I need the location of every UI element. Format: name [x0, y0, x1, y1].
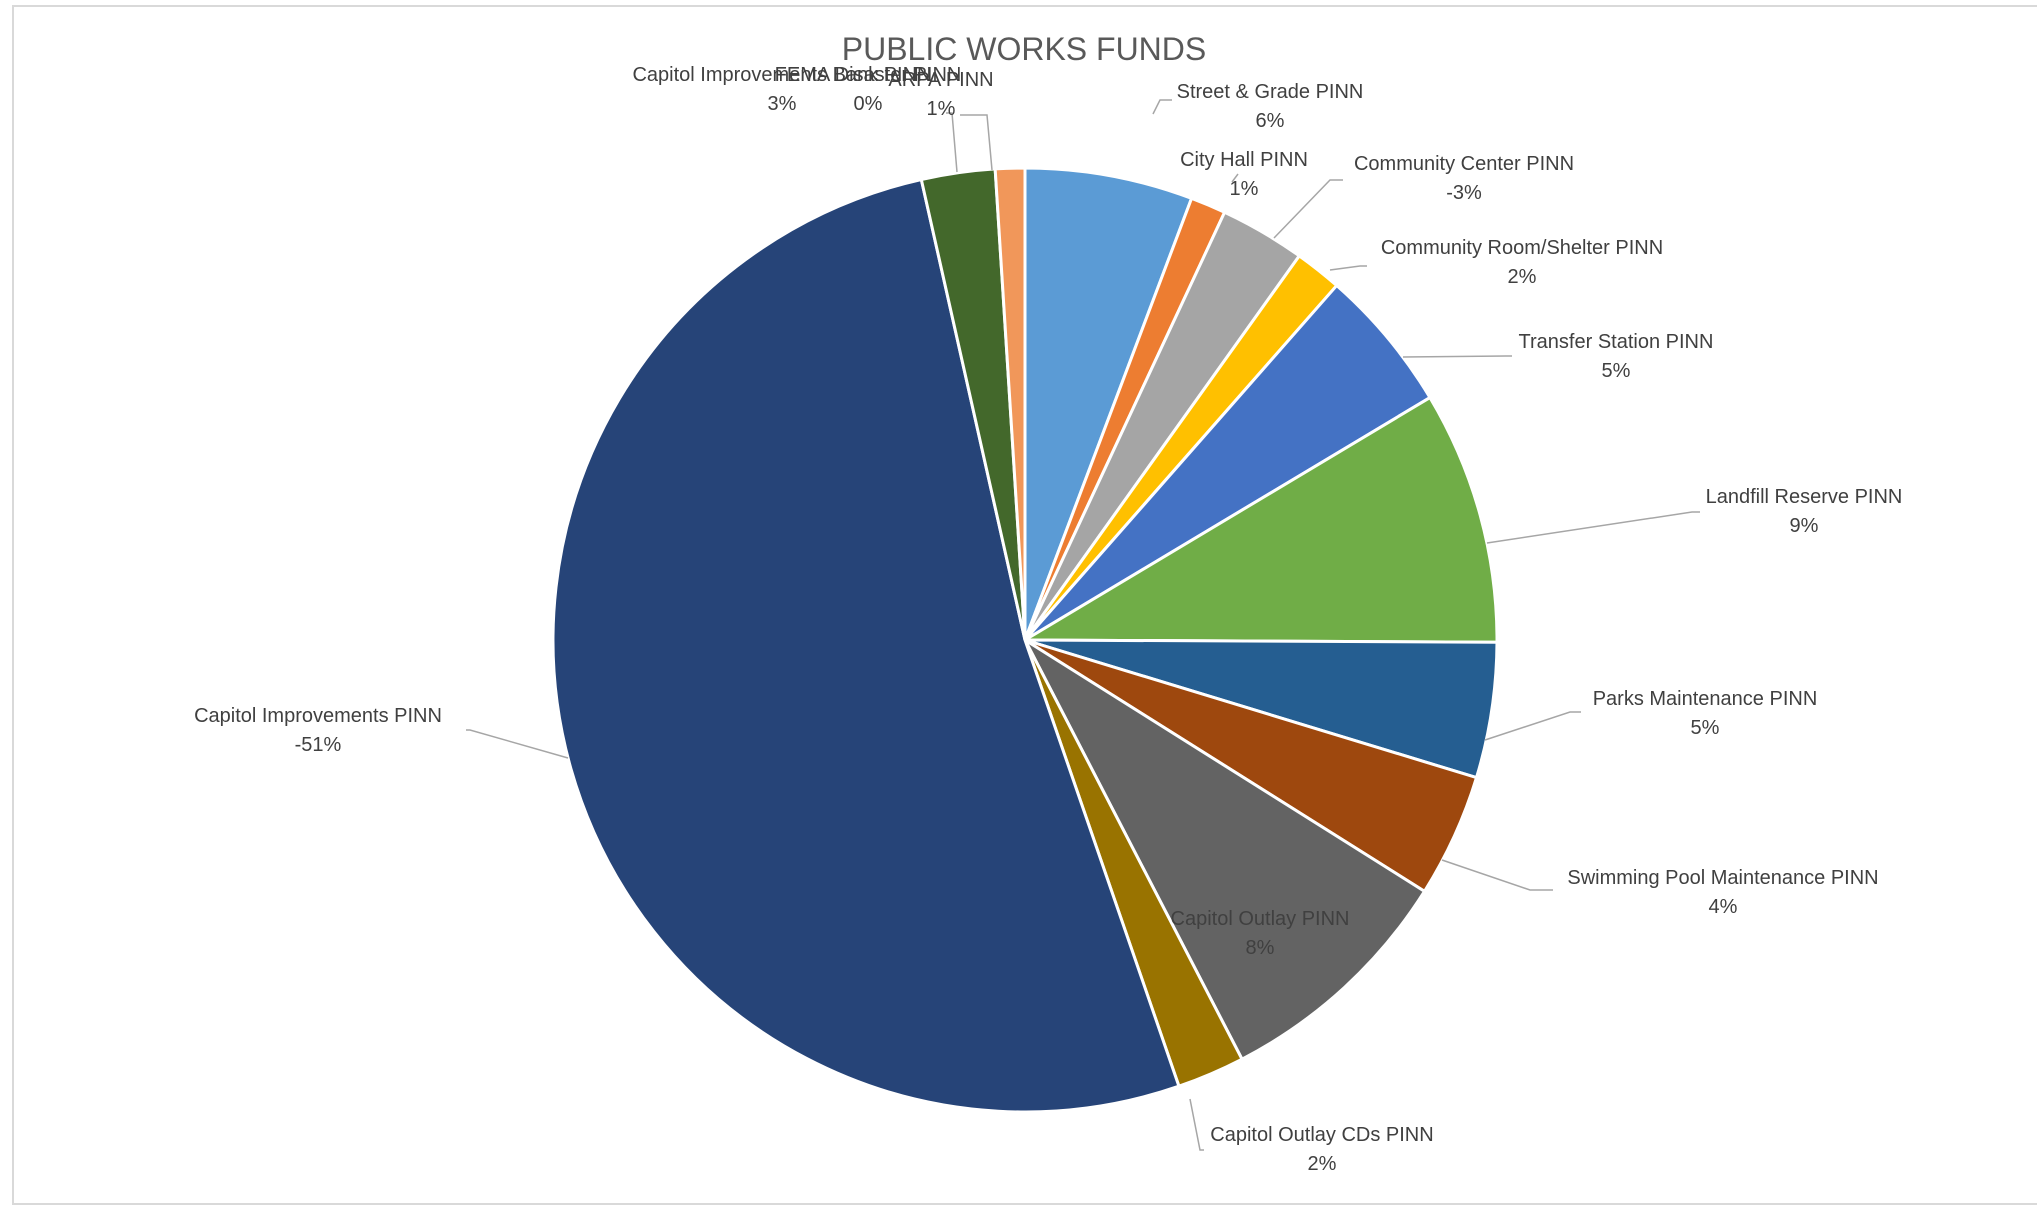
slice-transfer-station-pinn [1023, 283, 1433, 642]
slice-label-parks-maintenance-pinn: Parks Maintenance PINN [1593, 688, 1818, 710]
slice-label-arpa-pinn: ARPA PINN [888, 69, 993, 91]
slice-percent-capitol-improvements-bank-pinn: 3% [768, 93, 797, 115]
slice-landfill-reserve-pinn [1019, 395, 1499, 644]
slice-capitol-outlay-pinn [1021, 635, 1427, 1062]
slice-percent-transfer-station-pinn: 5% [1602, 360, 1631, 382]
leader-line-capitol-improvements-pinn [466, 729, 569, 759]
slice-percent-arpa-pinn: 1% [927, 98, 956, 120]
slice-street-and-grade-pinn [1023, 166, 1194, 641]
slice-label-community-room-shelter-pinn: Community Room/Shelter PINN [1381, 237, 1663, 259]
leader-line-parks-maintenance-pinn [1484, 711, 1581, 741]
slice-percent-capitol-outlay-cds-pinn: 2% [1308, 1153, 1337, 1175]
slice-percent-capitol-outlay-pinn: 8% [1246, 937, 1275, 959]
slice-percent-community-center-pinn: -3% [1446, 182, 1482, 204]
leader-line-community-room-shelter-pinn [1329, 265, 1367, 271]
leader-line-city-hall-pinn [1231, 173, 1239, 183]
slice-label-street-and-grade-pinn: Street & Grade PINN [1177, 81, 1364, 103]
leader-line-transfer-station-pinn [1402, 355, 1512, 358]
slice-percent-community-room-shelter-pinn: 2% [1508, 266, 1537, 288]
leader-line-capitol-improvements-bank-pinn [946, 112, 958, 173]
slice-label-capitol-outlay-cds-pinn: Capitol Outlay CDs PINN [1210, 1124, 1433, 1146]
slice-label-landfill-reserve-pinn: Landfill Reserve PINN [1706, 486, 1903, 508]
slice-label-swimming-pool-maintenance-pinn: Swimming Pool Maintenance PINN [1567, 867, 1878, 889]
slice-capitol-improvements-pinn [551, 177, 1181, 1114]
leader-line-capitol-outlay-cds-pinn [1189, 1098, 1204, 1151]
slice-label-city-hall-pinn: City Hall PINN [1180, 149, 1308, 171]
slice-percent-fema-disaster-pinn: 0% [854, 93, 883, 115]
leader-line-street-and-grade-pinn [1152, 99, 1172, 115]
slice-label-capitol-improvements-bank-pinn: Capitol Improvements Bank PINN [632, 64, 931, 86]
chart-title: PUBLIC WORKS FUNDS [842, 31, 1206, 67]
leader-line-arpa-pinn [960, 114, 993, 171]
slice-label-capitol-outlay-pinn: Capitol Outlay PINN [1171, 908, 1350, 930]
slice-arpa-pinn [993, 166, 1027, 641]
slice-label-fema-disaster-pinn: FEMA Disaster PINN [775, 64, 962, 86]
slice-percent-street-and-grade-pinn: 6% [1256, 110, 1285, 132]
slice-percent-city-hall-pinn: 1% [1230, 178, 1259, 200]
slice-label-capitol-improvements-pinn: Capitol Improvements PINN [194, 705, 442, 727]
slice-label-transfer-station-pinn: Transfer Station PINN [1519, 331, 1714, 353]
leader-line-landfill-reserve-pinn [1486, 511, 1700, 544]
slice-percent-landfill-reserve-pinn: 9% [1790, 515, 1819, 537]
leader-line-swimming-pool-maintenance-pinn [1441, 859, 1553, 891]
leader-line-community-center-pinn [1273, 179, 1343, 239]
slice-percent-swimming-pool-maintenance-pinn: 4% [1709, 896, 1738, 918]
slice-percent-capitol-improvements-pinn: -51% [295, 734, 342, 756]
slice-percent-parks-maintenance-pinn: 5% [1691, 717, 1720, 739]
slice-label-community-center-pinn: Community Center PINN [1354, 153, 1574, 175]
